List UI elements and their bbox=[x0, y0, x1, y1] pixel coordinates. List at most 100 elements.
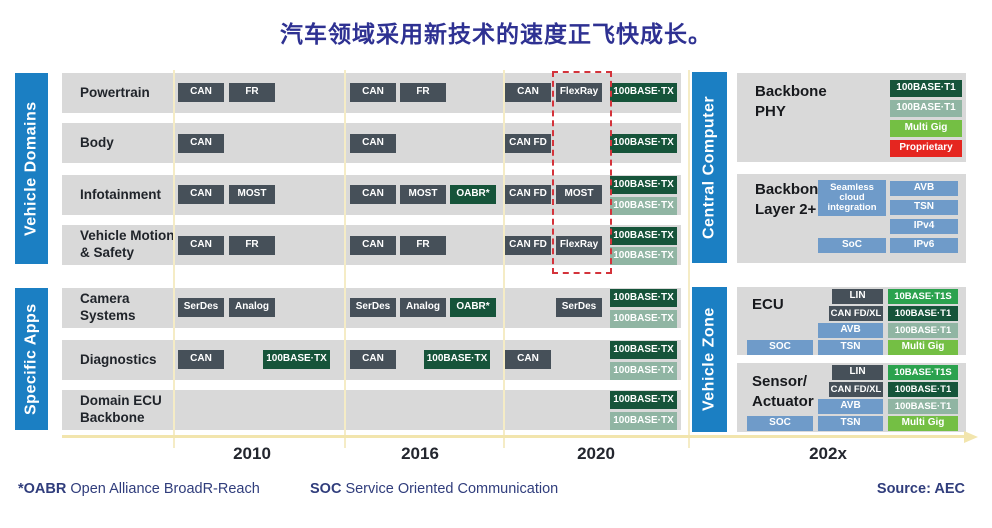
tech-badge: 100BASE·TX bbox=[263, 350, 330, 369]
tech-badge: Proprietary bbox=[890, 140, 962, 157]
tech-badge: Multi Gig bbox=[888, 340, 958, 355]
tech-badge: CAN bbox=[178, 236, 224, 255]
footnote-soc-text: Service Oriented Communication bbox=[341, 481, 559, 497]
tech-badge: 100BASE·TX bbox=[610, 176, 677, 194]
tech-badge: TSN bbox=[818, 340, 883, 355]
panel-label: ECU bbox=[752, 296, 784, 313]
tech-badge: LIN bbox=[832, 289, 883, 304]
tech-badge: IPv6 bbox=[890, 238, 958, 253]
tech-badge: CAN FD bbox=[505, 134, 551, 153]
tech-badge: SerDes bbox=[556, 298, 602, 317]
tech-badge: CAN bbox=[350, 83, 396, 102]
timeline-arrow-icon bbox=[964, 431, 978, 443]
tech-badge: FR bbox=[400, 83, 446, 102]
tech-badge: 100BASE·TX bbox=[610, 341, 677, 359]
tech-badge: 100BASE·TX bbox=[610, 83, 677, 102]
tech-badge: Analog bbox=[400, 298, 446, 317]
row-label: Powertrain bbox=[80, 84, 150, 100]
row-label: Vehicle Motion & Safety bbox=[80, 228, 175, 260]
tech-badge: SoC bbox=[818, 238, 886, 253]
source-label: Source: AEC bbox=[876, 481, 965, 497]
highlight-box bbox=[552, 71, 612, 274]
tech-badge: 10BASE·T1S bbox=[888, 289, 958, 304]
row-label: Body bbox=[80, 134, 114, 150]
tech-badge: MOST bbox=[229, 185, 275, 204]
tech-badge: SerDes bbox=[178, 298, 224, 317]
sidebar-group-specific-apps: Specific Apps bbox=[15, 288, 48, 430]
tech-badge: CAN FD bbox=[505, 185, 551, 204]
tech-badge: 100BASE·T1 bbox=[888, 382, 958, 397]
tech-badge: FR bbox=[400, 236, 446, 255]
tech-badge: SerDes bbox=[350, 298, 396, 317]
tech-badge: CAN bbox=[350, 350, 396, 369]
sidebar-group-vehicle-zone: Vehicle Zone bbox=[692, 287, 727, 432]
year-label: 2016 bbox=[401, 444, 439, 463]
tech-badge: Analog bbox=[229, 298, 275, 317]
tech-badge: CAN bbox=[350, 185, 396, 204]
tech-badge: IPv4 bbox=[890, 219, 958, 234]
tech-badge: MOST bbox=[400, 185, 446, 204]
tech-badge: 10BASE·T1S bbox=[888, 365, 958, 380]
row-label: Camera Systems bbox=[80, 291, 136, 323]
row-band bbox=[62, 390, 681, 430]
timeline-axis bbox=[62, 435, 964, 438]
tech-badge: CAN bbox=[178, 83, 224, 102]
tech-badge: CAN FD/XL bbox=[829, 382, 883, 397]
tech-badge: 100BASE·T1 bbox=[890, 80, 962, 97]
tech-badge: OABR* bbox=[450, 298, 496, 317]
tech-badge: Multi Gig bbox=[888, 416, 958, 431]
footnote-soc: SOC Service Oriented Communication bbox=[310, 481, 558, 497]
tech-badge: OABR* bbox=[450, 185, 496, 204]
tech-badge: AVB bbox=[818, 399, 883, 414]
tech-badge: AVB bbox=[818, 323, 883, 338]
tech-badge: AVB bbox=[890, 181, 958, 196]
panel-label: Backbone PHY bbox=[755, 83, 827, 120]
tech-badge: 100BASE·TX bbox=[424, 350, 490, 369]
tech-badge: 100BASE·TX bbox=[610, 247, 677, 265]
panel-label: Backbone Layer 2+ bbox=[755, 181, 827, 218]
year-label: 202x bbox=[809, 444, 847, 463]
footnote-oabr: *OABR Open Alliance BroadR-Reach bbox=[18, 481, 260, 497]
year-label: 2010 bbox=[233, 444, 271, 463]
year-label: 2020 bbox=[577, 444, 615, 463]
sidebar-group-central-computer: Central Computer bbox=[692, 72, 727, 263]
tech-badge: 100BASE·TX bbox=[610, 289, 677, 307]
tech-badge: 100BASE·T1 bbox=[888, 399, 958, 414]
row-label: Infotainment bbox=[80, 186, 161, 202]
tech-badge: TSN bbox=[818, 416, 883, 431]
tech-badge: FlexRay bbox=[556, 236, 602, 255]
tech-badge: 100BASE·T1 bbox=[888, 306, 958, 321]
tech-badge: 100BASE·TX bbox=[610, 134, 677, 153]
timeline-gridline bbox=[344, 70, 346, 448]
tech-badge: CAN bbox=[350, 236, 396, 255]
sidebar-group-vehicle-domains: Vehicle Domains bbox=[15, 73, 48, 264]
footnote-oabr-text: Open Alliance BroadR-Reach bbox=[66, 481, 260, 497]
tech-badge: Seamless cloud integration bbox=[818, 180, 886, 216]
timeline-gridline bbox=[503, 70, 505, 448]
timeline-gridline bbox=[173, 70, 175, 448]
tech-badge: FR bbox=[229, 83, 275, 102]
tech-badge: 100BASE·TX bbox=[610, 227, 677, 245]
tech-badge: SOC bbox=[747, 340, 813, 355]
page-title: 汽车领域采用新技术的速度正飞快成长。 bbox=[280, 21, 712, 47]
tech-badge: MOST bbox=[556, 185, 602, 204]
tech-badge: TSN bbox=[890, 200, 958, 215]
timeline-gridline bbox=[688, 70, 690, 448]
tech-badge: CAN FD/XL bbox=[829, 306, 883, 321]
tech-badge: LIN bbox=[832, 365, 883, 380]
tech-badge: CAN bbox=[178, 350, 224, 369]
footnote-soc-term: SOC bbox=[310, 481, 342, 497]
tech-badge: FR bbox=[229, 236, 275, 255]
tech-badge: CAN bbox=[178, 134, 224, 153]
row-label: Diagnostics bbox=[80, 351, 157, 367]
tech-badge: 100BASE·T1 bbox=[888, 323, 958, 338]
tech-badge: CAN bbox=[505, 83, 551, 102]
tech-badge: 100BASE·T1 bbox=[890, 100, 962, 117]
tech-badge: CAN FD bbox=[505, 236, 551, 255]
tech-badge: 100BASE·TX bbox=[610, 362, 677, 380]
tech-badge: Multi Gig bbox=[890, 120, 962, 137]
tech-badge: 100BASE·TX bbox=[610, 197, 677, 215]
footnote-oabr-term: *OABR bbox=[18, 481, 67, 497]
tech-badge: 100BASE·TX bbox=[610, 310, 677, 328]
